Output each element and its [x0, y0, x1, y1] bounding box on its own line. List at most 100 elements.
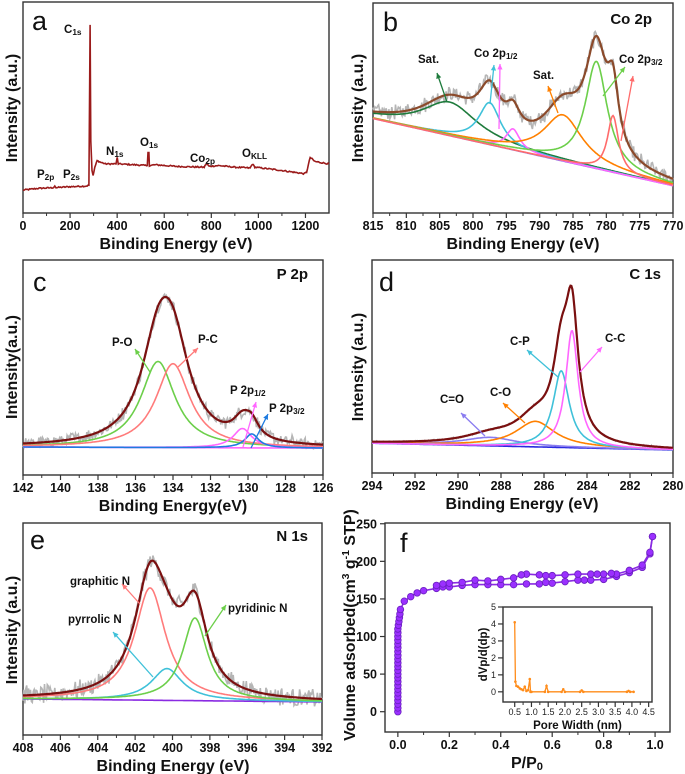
x-tick-label: 402	[125, 741, 146, 755]
pore-distribution-point	[526, 688, 530, 692]
pore-distribution-point	[563, 690, 567, 694]
x-tick-label: 785	[563, 219, 584, 233]
y-tick-label: 4	[491, 619, 496, 629]
x-tick-label: 392	[312, 741, 333, 755]
adsorption-point	[522, 580, 531, 588]
x-tick-label: 134	[163, 481, 184, 495]
fit-envelope-line	[22, 295, 324, 446]
annotation-label: Co2p	[190, 153, 215, 166]
raw-data-line	[22, 555, 323, 708]
annotation-label: pyrrolic N	[68, 614, 122, 626]
fit-component-1	[372, 420, 674, 451]
y-axis-label: Intensity (a.u.)	[350, 313, 367, 421]
annotation-label: P 2p1/2	[230, 385, 266, 398]
x-tick-label: 0	[20, 219, 27, 233]
raw-data-line	[372, 29, 674, 186]
x-tick-label: 292	[405, 479, 426, 493]
x-tick-label: 0.8	[595, 738, 612, 752]
x-tick-label: 406	[50, 741, 71, 755]
fit-component-2	[23, 617, 322, 702]
annotation-label: P2p	[37, 169, 54, 182]
annotation-label: P2s	[63, 169, 80, 182]
desorption-point	[599, 570, 608, 578]
adsorption-point	[419, 586, 428, 595]
arrowhead	[503, 403, 509, 409]
fit-component-2	[372, 369, 673, 451]
panel-title: P 2p	[277, 266, 308, 283]
arrowhead	[113, 632, 119, 638]
desorption-point	[517, 571, 526, 579]
y-tick-label: 3	[491, 636, 496, 646]
x-tick-label: 128	[275, 481, 296, 495]
pore-distribution-point	[528, 677, 532, 681]
panel-c: 142 140 138 136 134 132 130 128 126 c P 2p Binding …	[4, 259, 333, 515]
panel-letter: d	[379, 267, 394, 297]
arrowhead	[220, 605, 226, 611]
panel-title: Co 2p	[610, 11, 652, 28]
y-tick-label: 150	[356, 592, 377, 606]
adsorption-point	[407, 592, 415, 601]
panel-letter: a	[32, 6, 48, 36]
adsorption-point	[413, 589, 421, 597]
pore-distribution-point	[545, 684, 548, 688]
panel-f: 0.0 0.2 0.4 0.6 0.8 1.0050100150200250fP/P0Vo…	[341, 509, 671, 773]
desorption-point	[648, 532, 657, 541]
x-tick-label: 132	[200, 481, 221, 495]
desorption-point	[445, 579, 454, 587]
annotation-arrow	[602, 66, 626, 97]
x-tick-label: 0.0	[389, 738, 406, 752]
desorption-point	[625, 566, 634, 575]
desorption-point	[574, 570, 582, 578]
x-tick-label: 3.0	[592, 707, 605, 717]
pore-distribution-point	[514, 680, 517, 683]
y-tick-label: 2	[491, 653, 496, 663]
x-axis-label: Binding Energy (eV)	[100, 236, 253, 253]
x-tick-label: 408	[13, 741, 34, 755]
arrowhead	[547, 86, 553, 92]
x-tick-label: 280	[663, 479, 684, 493]
x-axis-label: P/P0	[511, 755, 543, 773]
adsorption-point	[400, 597, 408, 605]
raw-data-line	[371, 284, 674, 450]
arrowhead	[596, 347, 602, 353]
y-tick-label: 1	[491, 670, 496, 680]
annotation-label: Co 2p3/2	[619, 54, 663, 67]
y-tick-label: 50	[363, 668, 377, 682]
desorption-point	[458, 578, 466, 587]
x-tick-label: 4.5	[642, 707, 655, 717]
x-tick-label: 136	[125, 481, 146, 495]
x-tick-label: 815	[363, 219, 384, 233]
x-tick-label: 0.5	[508, 707, 521, 717]
inset-x-axis-label: Pore Width (nm)	[533, 720, 622, 732]
arrowhead	[490, 65, 497, 71]
desorption-point	[593, 570, 601, 578]
desorption-point	[587, 570, 595, 578]
plot-frame	[22, 522, 323, 736]
annotation-arrow	[204, 604, 227, 637]
annotation-arrow	[242, 401, 257, 448]
y-axis-label: Intensity (a.u.)	[4, 576, 21, 684]
desorption-point	[432, 581, 441, 590]
survey-spectrum-line	[22, 24, 330, 192]
fit-envelope-line	[372, 284, 674, 449]
x-tick-label: 1000	[244, 219, 272, 233]
annotation-label: Sat.	[418, 54, 439, 66]
desorption-point	[535, 571, 544, 579]
desorption-point	[471, 576, 479, 584]
arrowhead	[263, 414, 268, 420]
x-tick-label: 810	[396, 219, 417, 233]
y-axis-label: Intensity (a.u.)	[4, 54, 21, 162]
x-tick-label: 1.0	[646, 738, 663, 752]
inset-pore-size-chart: 0.5 1.0 1.5 2.0 2.5 3.0 3.5 4.0 4.5 0 1 2 3 4 5 Pore Wi…	[478, 602, 655, 732]
panel-letter: f	[400, 528, 408, 558]
x-tick-label: 400	[107, 219, 128, 233]
adsorption-point	[580, 576, 589, 584]
x-axis-label: Binding Energy (eV)	[446, 496, 599, 513]
x-tick-label: 0.2	[441, 738, 458, 752]
desorption-point	[646, 548, 654, 557]
x-tick-label: 394	[274, 741, 295, 755]
annotation-arrow	[460, 412, 486, 437]
panel-title: N 1s	[276, 528, 308, 545]
arrowhead	[619, 67, 625, 73]
panel-e: 408 406 404 402 400 398 396 394 392 e N 1s Binding …	[4, 522, 333, 774]
